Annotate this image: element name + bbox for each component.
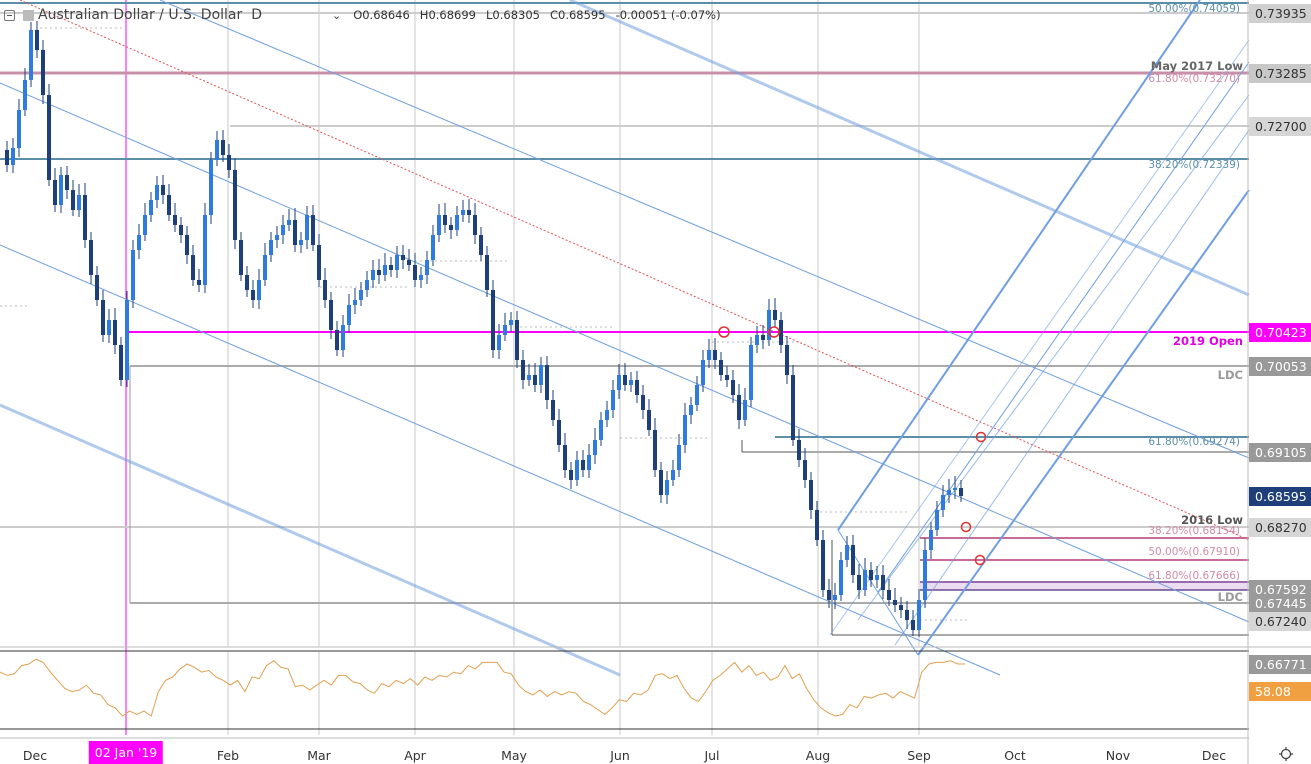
fib-level-label: 50.00%(0.74059)	[1148, 3, 1240, 15]
rsi-line	[0, 658, 965, 717]
time-tick: Nov	[1105, 748, 1131, 763]
level-label: LDC	[1217, 368, 1243, 382]
symbol-title[interactable]: Australian Dollar / U.S. Dollar D	[38, 7, 262, 23]
price-label: 0.72700	[1249, 117, 1311, 136]
price-label: 0.67445	[1249, 594, 1311, 613]
horizontal-levels	[0, 2, 1249, 636]
ohlc-high: H0.68699	[419, 8, 476, 22]
price-label: 0.73935	[1249, 4, 1311, 23]
collapse-legend-button[interactable]	[4, 9, 15, 21]
ohlc-close: C0.68595	[549, 8, 606, 22]
chart-legend: Australian Dollar / U.S. Dollar D ⌄ O0.6…	[4, 6, 731, 24]
time-tick: May	[501, 748, 527, 763]
price-label: 0.73285	[1249, 64, 1311, 83]
time-tick: Apr	[404, 748, 426, 763]
ohlc-change: -0.00051 (-0.07%)	[615, 8, 721, 22]
ohlc-low: L0.68305	[486, 8, 540, 22]
fib-level-label: 38.20%(0.68154)	[1148, 525, 1240, 537]
candlesticks	[5, 21, 963, 637]
level-label: LDC	[1217, 590, 1243, 604]
fib-level-label: 61.80%(0.73270)	[1148, 73, 1240, 85]
time-tick: Oct	[1004, 748, 1026, 763]
fib-level-label: 38.20%(0.72339)	[1148, 159, 1240, 171]
time-tick: Aug	[805, 748, 831, 763]
time-tick: Jul	[704, 748, 720, 763]
price-label: 58.08	[1249, 682, 1311, 701]
symbol-icon	[23, 9, 34, 21]
settings-gear-icon[interactable]	[1278, 746, 1294, 762]
price-label: 0.66771	[1249, 655, 1311, 674]
ohlc-open: O0.68646	[353, 8, 410, 22]
fib-level-label: 61.80%(0.69274)	[1148, 436, 1240, 448]
price-label: 0.67240	[1249, 612, 1311, 631]
price-label: 0.70423	[1249, 323, 1311, 342]
date-highlight: 02 Jan '19	[88, 741, 164, 764]
chevron-down-icon[interactable]: ⌄	[331, 8, 342, 22]
level-label: 2016 Low	[1181, 513, 1243, 527]
time-tick: Dec	[22, 748, 48, 763]
touch-markers	[718, 326, 987, 566]
ascending-pitchfork	[829, 0, 1250, 656]
price-label: 0.68270	[1249, 518, 1311, 537]
time-tick: Dec	[1201, 748, 1227, 763]
time-tick: Feb	[216, 748, 240, 763]
time-tick: Jun	[610, 748, 630, 763]
time-tick: Sep	[907, 748, 931, 763]
level-label: May 2017 Low	[1150, 59, 1243, 73]
price-label: 0.69105	[1249, 443, 1311, 462]
vertical-gridlines	[227, 0, 920, 735]
price-label: 0.68595	[1249, 487, 1311, 506]
fib-level-label: 61.80%(0.67666)	[1148, 570, 1240, 582]
descending-channel	[0, 0, 1250, 677]
time-tick: Mar	[307, 748, 331, 763]
price-label: 0.70053	[1249, 357, 1311, 376]
fib-level-label: 50.00%(0.67910)	[1148, 546, 1240, 558]
level-label: 2019 Open	[1172, 334, 1243, 348]
